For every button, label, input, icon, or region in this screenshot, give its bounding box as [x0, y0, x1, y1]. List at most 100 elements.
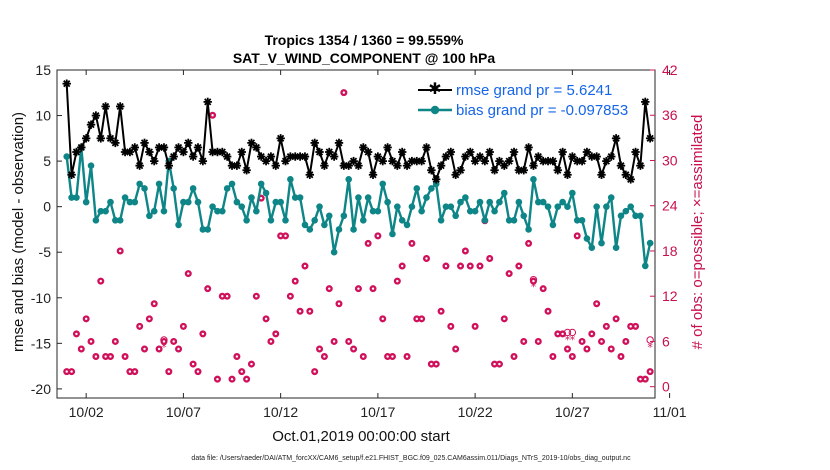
bias-point	[68, 194, 75, 201]
bias-point	[63, 153, 71, 160]
rmse-point	[198, 156, 208, 166]
bias-point	[335, 226, 343, 233]
bias-point	[92, 217, 100, 224]
rmse-point	[329, 152, 339, 161]
rmse-point	[427, 166, 436, 175]
plot-background	[57, 70, 655, 398]
rmse-point	[432, 175, 441, 184]
obs-count-point-center	[133, 370, 136, 373]
rmse-point-stroke	[174, 143, 183, 152]
bias-point	[141, 185, 148, 192]
y-tick-label: 0	[43, 199, 51, 215]
chart-subtitle: SAT_V_WIND_COMPONENT @ 100 hPa	[233, 50, 496, 66]
rmse-point	[271, 161, 280, 170]
bias-point	[569, 189, 576, 197]
axes-layer: 10/02 10/07 10/12 10/17 10/22 10/27 11/01 15 10 5…	[31, 62, 687, 420]
bias-point	[607, 194, 615, 201]
rmse-point	[140, 138, 149, 148]
rmse-point-stroke	[631, 148, 640, 156]
obs-count-point-center	[313, 370, 316, 373]
rmse-point-stroke	[388, 157, 397, 165]
x-tick-label: 10/12	[263, 404, 298, 420]
rmse-point-stroke	[238, 148, 246, 156]
bias-point	[583, 235, 591, 242]
rmse-point	[256, 152, 266, 161]
obs-count-point-center	[162, 340, 166, 343]
obs-count-point-center	[80, 347, 83, 351]
obs-count-point-center	[211, 114, 214, 117]
obs-count-point-center	[381, 317, 384, 321]
x-tick-label: 10/07	[166, 404, 201, 420]
obs-count-point-center	[352, 347, 355, 351]
bias-point	[257, 180, 265, 188]
rmse-point-stroke	[568, 152, 576, 161]
rmse-point	[193, 143, 203, 152]
rmse-point-stroke	[277, 134, 285, 142]
bias-point	[131, 198, 139, 206]
bias-point	[481, 217, 489, 224]
rmse-point-stroke	[549, 157, 557, 165]
obs-count-point-center	[439, 310, 443, 313]
obs-count-point-center	[430, 362, 433, 366]
rmse-point	[334, 138, 344, 148]
rmse-point	[315, 147, 324, 157]
obs-count-point-center	[561, 332, 564, 336]
rmse-point-stroke	[641, 98, 649, 106]
bias-point	[530, 176, 537, 183]
obs-count-point-center	[104, 355, 107, 358]
rmse-point	[456, 166, 465, 175]
rmse-point-stroke	[243, 166, 251, 174]
bias-point	[423, 194, 430, 201]
obs-count-point-center	[245, 377, 248, 381]
rmse-point-stroke	[432, 175, 440, 183]
obs-count-point-center	[250, 362, 253, 366]
obs-possible-marker	[160, 336, 168, 344]
obs-count-point-center	[65, 370, 68, 373]
obs-count-point-center	[610, 347, 613, 351]
rmse-point	[645, 134, 655, 143]
rmse-point	[393, 161, 402, 170]
bias-point	[204, 226, 212, 233]
bias-point	[447, 203, 455, 210]
rmse-point-stroke	[272, 162, 280, 170]
rmse-point-stroke	[359, 143, 367, 152]
rmse-point-stroke	[218, 148, 226, 156]
rmse-point-stroke	[257, 152, 265, 161]
y-tick-label: -5	[39, 244, 52, 260]
obs-count-point-center	[590, 332, 593, 336]
obs-count-point-center	[517, 264, 521, 268]
rmse-point-stroke	[77, 143, 85, 152]
bias-point	[355, 194, 362, 201]
obs-count-point-center	[512, 355, 516, 358]
bias-point	[418, 207, 425, 215]
rmse-point-stroke	[563, 171, 572, 179]
obs-count-point-center	[469, 264, 472, 268]
bias-point	[267, 217, 275, 224]
obs-count-point-center	[580, 340, 584, 343]
bias-point	[442, 203, 450, 210]
rmse-point-stroke	[578, 157, 586, 165]
x-tick-label: 11/01	[653, 404, 687, 420]
bias-point	[136, 180, 143, 188]
obs-count-point-center	[648, 370, 652, 373]
obs-count-point-center	[230, 377, 234, 381]
rmse-point-stroke	[335, 139, 343, 147]
obs-count-point-center	[498, 362, 501, 366]
axes-frame	[56, 69, 656, 399]
obs-count-point-center	[541, 287, 545, 290]
obs-count-point-center	[196, 370, 200, 373]
rmse-point	[116, 102, 125, 111]
rmse-point	[577, 156, 587, 166]
obs-count-point-center	[289, 295, 292, 298]
bias-point	[150, 207, 158, 215]
bias-point	[350, 226, 357, 233]
rmse-point-stroke	[247, 139, 256, 147]
rmse-point-stroke	[607, 152, 615, 161]
rmse-point-stroke	[301, 152, 309, 161]
bias-point	[194, 198, 202, 206]
bias-point	[189, 185, 197, 192]
obs-count-point-center	[420, 317, 423, 321]
rmse-point-stroke	[437, 162, 445, 170]
bias-point	[97, 207, 105, 215]
rmse-point-stroke	[383, 143, 392, 152]
